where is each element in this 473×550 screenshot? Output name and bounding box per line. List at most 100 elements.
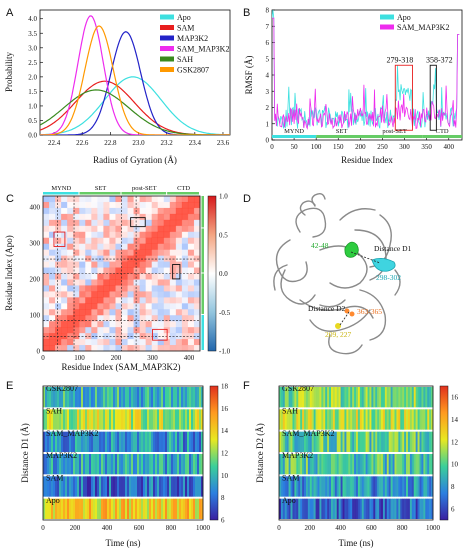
panel-c-cell <box>67 225 74 233</box>
panel-c-cell <box>169 231 177 239</box>
panel-e-cell <box>63 476 66 497</box>
panel-c-cell <box>121 327 128 334</box>
panel-c-cell <box>139 243 146 250</box>
panel-f-cell <box>431 409 434 430</box>
panel-c-cell <box>85 279 92 286</box>
panel-f-cell <box>311 498 314 519</box>
panel-e-cell <box>59 476 62 497</box>
panel-c-xtick-label: 0 <box>41 354 45 362</box>
panel-e-row-label: SAM <box>46 474 63 483</box>
panel-c-cell <box>157 213 165 221</box>
panel-c-cell <box>67 327 74 334</box>
panel-e-cell <box>77 409 80 430</box>
panel-f-cell <box>338 498 341 519</box>
panel-c-cell <box>103 255 110 262</box>
panel-e-cell <box>161 431 164 452</box>
panel-c-cell <box>145 339 152 346</box>
panel-c-cell <box>49 297 56 304</box>
panel-c-box <box>172 264 181 280</box>
panel-c-cell <box>79 207 86 215</box>
panel-e-cell <box>125 387 128 408</box>
panel-f-cell <box>304 476 307 497</box>
panel-f-cell <box>413 387 416 408</box>
panel-f-cell <box>356 431 359 452</box>
panel-e-cell <box>193 409 196 430</box>
panel-c-cell <box>157 237 165 244</box>
panel-c-cell <box>163 261 171 268</box>
panel-e-cell <box>165 409 168 430</box>
panel-c-cell <box>163 321 171 328</box>
panel-c-cell <box>133 261 140 268</box>
panel-c-cell <box>115 249 122 256</box>
panel-f-cell <box>302 454 305 475</box>
panel-c-cell <box>151 303 159 310</box>
panel-c-cell <box>193 291 201 298</box>
panel-e-cell <box>131 498 134 519</box>
panel-e-cell <box>135 454 138 475</box>
panel-c-cell <box>121 255 128 262</box>
panel-e-cell <box>91 409 94 430</box>
panel-f-cell <box>348 498 351 519</box>
panel-c-cell <box>73 321 80 328</box>
panel-f-cell <box>325 431 328 452</box>
panel-e-cell <box>129 476 132 497</box>
panel-c-cell <box>73 291 80 298</box>
panel-f-cell <box>417 476 420 497</box>
panel-e-cell <box>195 476 198 497</box>
panel-e-cell <box>173 431 176 452</box>
panel-c-cell <box>43 255 50 262</box>
panel-f-cell <box>407 431 411 452</box>
panel-c-cell <box>115 207 122 215</box>
panel-c-cell <box>169 315 177 322</box>
panel-e-cell <box>89 454 92 475</box>
panel-c-cell <box>169 297 177 304</box>
panel-c-cell <box>61 333 68 340</box>
panel-f-cell <box>311 454 314 475</box>
panel-c-domain-bar-side <box>201 228 204 273</box>
panel-f-cell <box>286 409 289 430</box>
panel-e-cell <box>53 454 56 475</box>
panel-c-cell <box>157 333 165 340</box>
panel-c-xtick-label: 400 <box>184 354 195 362</box>
panel-c-cell <box>133 279 140 286</box>
panel-c-cell <box>55 261 62 268</box>
panel-e-cell <box>97 431 100 452</box>
panel-b-highlight-box <box>394 64 413 131</box>
panel-c-cell <box>145 267 152 274</box>
panel-c-cell <box>97 321 104 328</box>
panel-c-cell <box>181 201 189 209</box>
panel-c-cell <box>151 309 159 316</box>
panel-c-cell <box>61 207 68 215</box>
panel-c-cell <box>61 339 68 346</box>
panel-e-colorbar-label: 14 <box>221 427 229 435</box>
panel-f-cell <box>296 431 299 452</box>
panel-f-cell <box>421 387 424 408</box>
panel-f-cell <box>369 431 372 452</box>
panel-c-cell <box>103 279 110 286</box>
panel-f-cell <box>309 409 313 430</box>
panel-e-cell <box>107 498 110 519</box>
panel-f-cell <box>384 454 388 475</box>
panel-b-xtick-label: 150 <box>333 143 344 151</box>
panel-c-cell <box>181 243 189 250</box>
panel-c-cell <box>121 225 128 233</box>
panel-b-ytick-label: 8 <box>266 7 270 15</box>
panel-c-cell <box>175 315 183 322</box>
panel-c-domain-label: CTD <box>177 185 190 192</box>
panel-a-xtick-label: 23.4 <box>189 139 202 147</box>
panel-e-cell <box>169 476 172 497</box>
panel-e-cell <box>97 387 100 408</box>
panel-f-cell <box>282 431 286 452</box>
panel-c-cell <box>157 279 165 286</box>
panel-c-ytick-label: 400 <box>30 203 41 211</box>
panel-e-cell <box>85 476 88 497</box>
panel-c-colorbar-label: 1.0 <box>219 193 228 201</box>
panel-c-domain-bar-top <box>79 192 121 195</box>
panel-c-cell <box>145 219 152 227</box>
panel-c-cell <box>67 297 74 304</box>
panel-c-cell <box>151 255 159 262</box>
panel-e-cell <box>79 476 82 497</box>
panel-f-cell <box>298 431 301 452</box>
panel-f-cell <box>388 409 391 430</box>
